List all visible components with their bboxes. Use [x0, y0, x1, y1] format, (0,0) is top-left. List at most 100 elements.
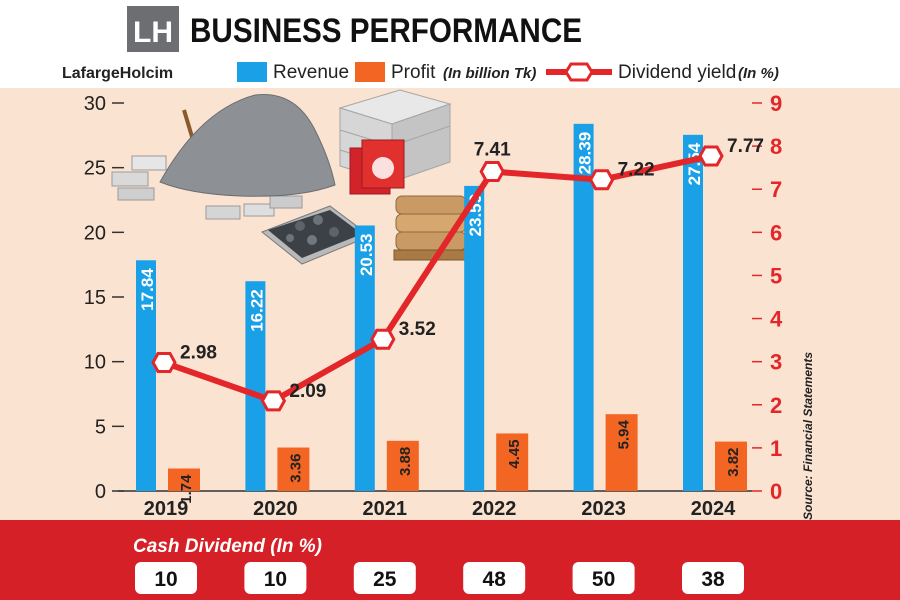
- cash-dividend-box: [244, 562, 307, 594]
- right-tick-label: 9: [770, 91, 782, 116]
- profit-value-label: 5.94: [616, 420, 633, 450]
- brand-name: LafargeHolcim: [62, 65, 173, 82]
- revenue-value-label: 17.84: [138, 268, 157, 311]
- cash-dividend-box: [682, 562, 744, 594]
- logo-mark-box: [127, 6, 179, 52]
- right-tick-label: 3: [770, 350, 782, 375]
- dividend-line-layer: 2.98 2.09 3.52 7.41 7.22 7.77: [151, 136, 764, 412]
- dividend-value-label: 7.22: [618, 160, 655, 181]
- left-axis: 0 5 10 15 20 25 30: [84, 93, 124, 503]
- cash-dividend-value: 50: [592, 568, 615, 591]
- x-tick-label: 2022: [472, 498, 517, 520]
- profit-value-label: 3.82: [725, 448, 742, 477]
- legend-profit-label: Profit: [391, 62, 436, 83]
- right-tick-label: 1: [770, 436, 782, 461]
- cement-bags-icon: [349, 139, 405, 195]
- profit-bar: [605, 414, 638, 491]
- dividend-value-label: 2.09: [289, 381, 326, 402]
- paper-sacks-icon: [393, 195, 469, 261]
- dividend-marker: [588, 169, 615, 191]
- dividend-marker: [479, 161, 505, 183]
- sand-heap-icon: [159, 93, 336, 197]
- cash-dividend-value: 10: [154, 568, 177, 591]
- profit-value-label: 3.36: [287, 454, 304, 483]
- profit-bar: [277, 447, 310, 491]
- header: LH BUSINESS PERFORMANCE LafargeHolcim: [62, 6, 582, 82]
- profit-value-label: 4.45: [506, 439, 523, 468]
- legend-dividend-unit: (In %): [738, 65, 779, 82]
- x-tick-label: 2019: [144, 498, 189, 520]
- profit-value-label: 1.74: [178, 474, 195, 504]
- bricks-icon: [111, 155, 303, 220]
- cash-dividend-band: Cash Dividend (In %) 10 10 25 48 50 38: [0, 520, 900, 600]
- revenue-bar: [245, 281, 266, 491]
- page-title: BUSINESS PERFORMANCE: [190, 12, 582, 50]
- cash-dividend-box: [463, 562, 526, 594]
- x-tick-label: 2023: [581, 498, 626, 520]
- cash-dividend-box: [572, 562, 635, 594]
- right-tick-label: 0: [770, 479, 782, 504]
- right-tick-label: 4: [770, 307, 783, 332]
- cash-dividend-value: 10: [264, 568, 287, 591]
- revenue-value-label: 28.39: [576, 132, 595, 175]
- profit-bar: [496, 433, 529, 491]
- profit-bar: [168, 468, 200, 491]
- legend: Revenue Profit (In billion Tk) Dividend …: [237, 62, 779, 83]
- bars-layer: 17.841.7416.223.3620.533.8823.594.4528.3…: [136, 123, 747, 504]
- legend-revenue-label: Revenue: [273, 62, 349, 83]
- right-axis: 0 1 2 3 4 5 6 7 8 9: [752, 91, 783, 504]
- revenue-bar: [464, 185, 485, 492]
- right-tick-label: 2: [770, 393, 782, 418]
- x-tick-label: 2024: [691, 498, 736, 520]
- legend-dividend-marker-icon: [564, 62, 594, 82]
- cash-dividend-values: 10 10 25 48 50 38: [135, 562, 744, 594]
- left-tick-label: 25: [84, 158, 106, 180]
- revenue-value-label: 20.53: [357, 233, 376, 276]
- left-tick-label: 15: [84, 287, 106, 309]
- right-tick-label: 6: [770, 220, 782, 245]
- dividend-marker: [151, 352, 177, 374]
- profit-value-label: 3.88: [397, 447, 414, 476]
- left-tick-label: 30: [84, 93, 106, 115]
- dividend-marker: [698, 145, 724, 167]
- dividend-value-label: 2.98: [180, 343, 217, 364]
- dividend-value-label: 7.77: [727, 136, 764, 157]
- x-tick-label: 2020: [253, 498, 298, 520]
- revenue-value-label: 16.22: [247, 289, 266, 332]
- left-tick-label: 0: [95, 481, 106, 503]
- profit-bar: [715, 441, 747, 491]
- construction-materials-illustration: [111, 89, 469, 265]
- cash-dividend-value: 25: [373, 568, 397, 591]
- x-axis-labels: 2019 2020 2021 2022 2023 2024: [144, 498, 736, 520]
- cash-dividend-box: [353, 562, 416, 594]
- right-tick-label: 5: [770, 263, 782, 288]
- left-tick-label: 10: [84, 352, 106, 374]
- left-tick-label: 20: [84, 222, 106, 244]
- legend-profit-unit: (In billion Tk): [443, 65, 536, 82]
- right-tick-label: 8: [770, 134, 782, 159]
- cash-dividend-title: Cash Dividend (In %): [133, 536, 322, 557]
- right-tick-label: 7: [770, 177, 782, 202]
- dividend-value-label: 3.52: [399, 319, 436, 340]
- logo-mark: LH: [133, 16, 173, 49]
- revenue-bar: [136, 260, 156, 491]
- dividend-marker: [260, 390, 287, 412]
- dividend-value-label: 7.41: [474, 140, 511, 161]
- legend-revenue-swatch: [237, 62, 267, 82]
- profit-bar: [386, 440, 419, 491]
- revenue-bar: [573, 123, 594, 492]
- dividend-yield-line: [163, 153, 712, 404]
- source-note: Source: Financial Statements: [801, 352, 815, 520]
- x-tick-label: 2021: [363, 498, 408, 520]
- legend-dividend-label: Dividend yield: [618, 62, 736, 83]
- cash-dividend-value: 48: [483, 568, 507, 591]
- revenue-value-label: 27.54: [685, 142, 704, 185]
- cash-dividend-box: [135, 562, 197, 594]
- cash-dividend-value: 38: [701, 568, 725, 591]
- revenue-bar: [354, 225, 375, 491]
- legend-profit-swatch: [355, 62, 385, 82]
- dividend-marker: [370, 328, 396, 350]
- revenue-bar: [683, 134, 703, 492]
- left-tick-label: 5: [95, 416, 106, 438]
